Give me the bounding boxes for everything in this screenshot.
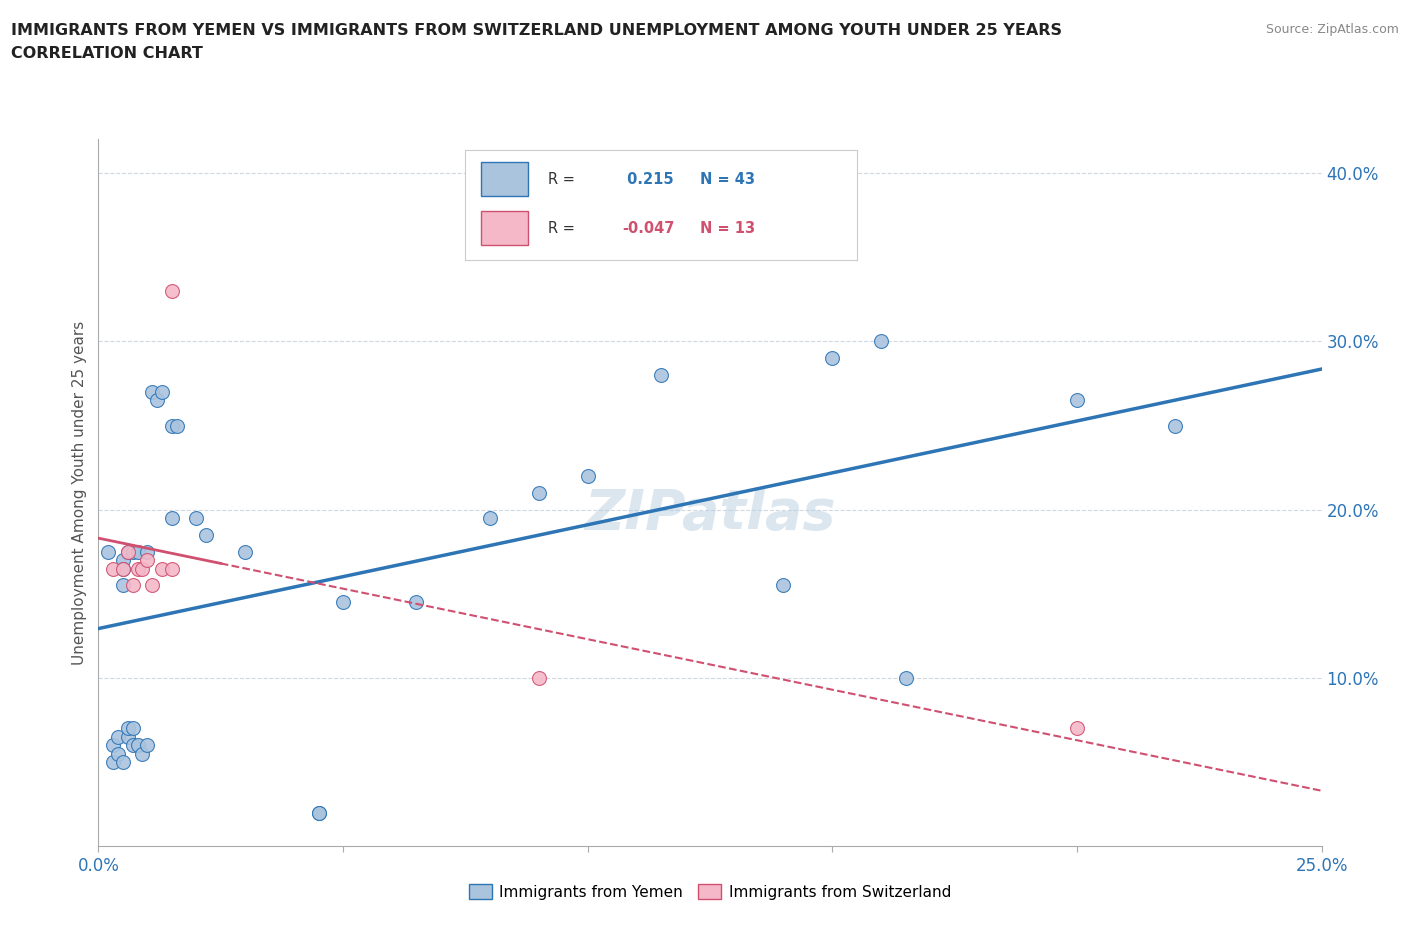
- Point: [308, 805, 330, 820]
- Point: [131, 561, 153, 576]
- Point: [186, 511, 208, 525]
- Y-axis label: Unemployment Among Youth under 25 years: Unemployment Among Youth under 25 years: [72, 321, 87, 665]
- Point: [146, 392, 169, 407]
- Point: [894, 671, 917, 685]
- Point: [1066, 721, 1088, 736]
- Point: [150, 384, 173, 399]
- Point: [107, 746, 129, 761]
- Point: [121, 721, 143, 736]
- Point: [821, 351, 844, 365]
- Point: [136, 544, 159, 559]
- Point: [121, 544, 143, 559]
- Point: [117, 544, 139, 559]
- Text: CORRELATION CHART: CORRELATION CHART: [11, 46, 202, 61]
- Point: [308, 805, 330, 820]
- Point: [160, 418, 183, 433]
- Point: [141, 384, 163, 399]
- Point: [101, 737, 124, 752]
- Point: [111, 552, 134, 567]
- Point: [478, 511, 501, 525]
- Point: [121, 737, 143, 752]
- Point: [111, 561, 134, 576]
- Point: [111, 578, 134, 593]
- Point: [131, 746, 153, 761]
- Point: [1164, 418, 1187, 433]
- Point: [772, 578, 794, 593]
- Point: [405, 595, 427, 610]
- Legend: Immigrants from Yemen, Immigrants from Switzerland: Immigrants from Yemen, Immigrants from S…: [463, 878, 957, 906]
- Point: [160, 561, 183, 576]
- Text: Source: ZipAtlas.com: Source: ZipAtlas.com: [1265, 23, 1399, 36]
- Point: [111, 561, 134, 576]
- Point: [233, 544, 256, 559]
- Point: [160, 511, 183, 525]
- Point: [195, 527, 218, 542]
- Point: [117, 729, 139, 744]
- Point: [101, 755, 124, 770]
- Point: [117, 721, 139, 736]
- Point: [576, 469, 599, 484]
- Point: [332, 595, 354, 610]
- Point: [111, 755, 134, 770]
- Point: [1066, 392, 1088, 407]
- Point: [870, 334, 893, 349]
- Point: [117, 544, 139, 559]
- Point: [127, 544, 149, 559]
- Point: [101, 561, 124, 576]
- Text: IMMIGRANTS FROM YEMEN VS IMMIGRANTS FROM SWITZERLAND UNEMPLOYMENT AMONG YOUTH UN: IMMIGRANTS FROM YEMEN VS IMMIGRANTS FROM…: [11, 23, 1063, 38]
- Point: [160, 284, 183, 299]
- Point: [121, 578, 143, 593]
- Text: ZIPatlas: ZIPatlas: [585, 487, 835, 541]
- Point: [136, 552, 159, 567]
- Point: [527, 485, 550, 500]
- Point: [166, 418, 188, 433]
- Point: [527, 671, 550, 685]
- Point: [136, 737, 159, 752]
- Point: [141, 578, 163, 593]
- Point: [150, 561, 173, 576]
- Point: [107, 729, 129, 744]
- Point: [127, 561, 149, 576]
- Point: [650, 367, 672, 382]
- Point: [97, 544, 120, 559]
- Point: [127, 737, 149, 752]
